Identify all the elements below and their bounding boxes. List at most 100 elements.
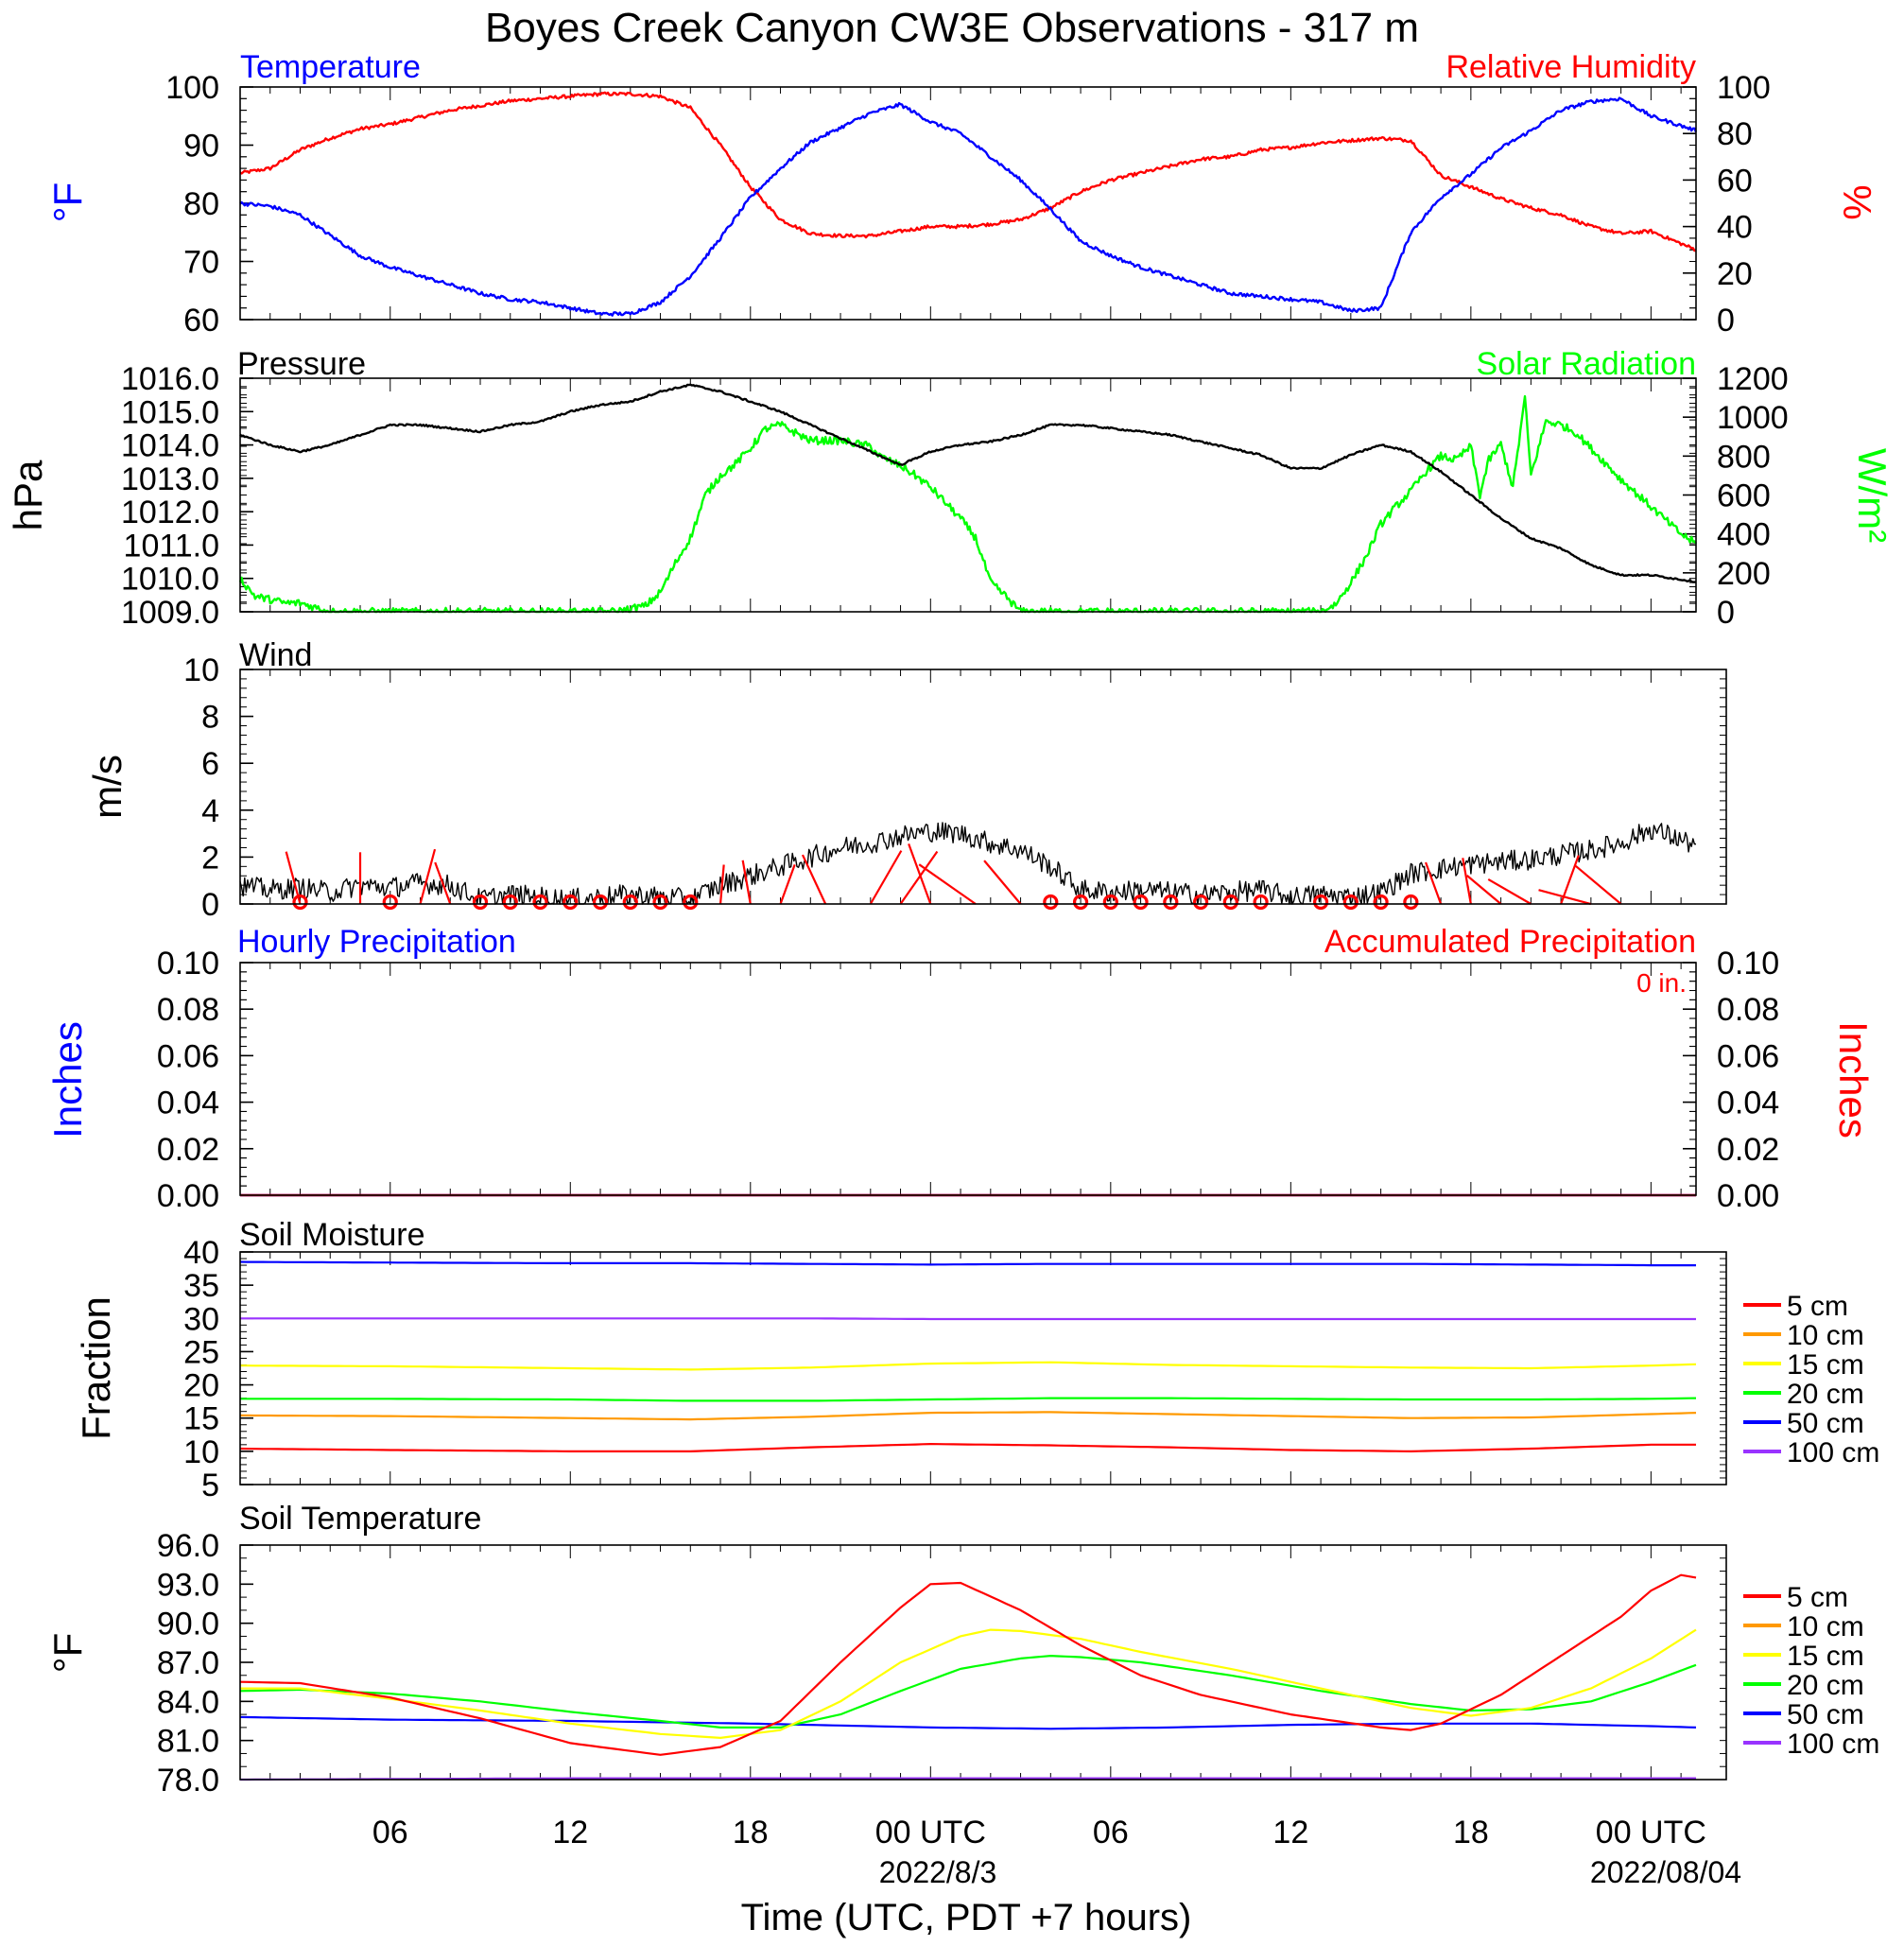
- y-tick-label: 60: [183, 303, 219, 339]
- calm-wind-marker: [502, 894, 518, 911]
- y-tick-label: 1011.0: [124, 528, 219, 564]
- calm-wind-marker: [382, 894, 398, 911]
- y-tick-label: 93.0: [157, 1567, 219, 1603]
- frame-soil-temperature: [239, 1544, 1727, 1781]
- calm-wind-marker: [1133, 894, 1149, 911]
- calm-wind-marker: [1192, 894, 1209, 911]
- accum-precip-unit: Inches: [1831, 1021, 1876, 1138]
- panel-temp-rh: Temperature Relative Humidity °F % 60 70 8…: [45, 49, 1879, 339]
- y-tick-label: 40: [183, 1235, 219, 1271]
- y-tick-label-right: 0.08: [1717, 992, 1779, 1028]
- y-tick-label: 1013.0: [121, 461, 219, 497]
- y-tick-label: 25: [183, 1334, 219, 1370]
- y-tick-label-right: 0.10: [1717, 946, 1779, 982]
- y-tick-label-right: 20: [1717, 256, 1753, 292]
- calm-wind-marker: [472, 894, 489, 911]
- y-tick-label-right: 0: [1717, 595, 1735, 631]
- y-tick-label: 6: [201, 746, 219, 782]
- y-tick-label-right: 400: [1717, 517, 1771, 553]
- series-line-50-cm: [239, 1715, 1697, 1730]
- calm-wind-marker: [292, 894, 308, 911]
- wind-barb: [1462, 858, 1472, 905]
- legend-label: 50 cm: [1787, 1699, 1864, 1730]
- calm-wind-marker: [683, 894, 699, 911]
- calm-wind-marker: [1163, 894, 1179, 911]
- wind-barb: [1487, 878, 1532, 905]
- y-tick-label: 0.10: [157, 946, 219, 982]
- x-tick-label: 12: [1272, 1815, 1308, 1850]
- hourly-precip-title: Hourly Precipitation: [237, 924, 516, 960]
- calm-wind-marker: [652, 894, 668, 911]
- calm-wind-marker: [1043, 894, 1059, 911]
- x-tick-label: 18: [733, 1815, 769, 1850]
- y-tick-label: 4: [201, 793, 219, 829]
- series-line-10-cm: [240, 1411, 1697, 1421]
- solar-unit: W/m²: [1850, 448, 1895, 543]
- calm-wind-marker: [532, 894, 548, 911]
- y-tick-label: 90.0: [157, 1607, 219, 1642]
- y-tick-label: 30: [183, 1301, 219, 1337]
- calm-wind-marker: [1373, 894, 1389, 911]
- calm-wind-marker: [592, 894, 609, 911]
- series-line-15-cm: [240, 1361, 1697, 1371]
- y-tick-label-right: 0.02: [1717, 1132, 1779, 1168]
- y-tick-label: 80: [183, 186, 219, 222]
- y-tick-label: 84.0: [157, 1684, 219, 1720]
- series-line-100-cm: [240, 1777, 1696, 1781]
- x-tick-label: 12: [552, 1815, 588, 1850]
- wind-barb: [1538, 889, 1592, 906]
- y-tick-label-right: 0: [1717, 303, 1735, 339]
- panel-precipitation: Hourly Precipitation Accumulated Precipi…: [45, 924, 1876, 1214]
- frame-temp-rh: [239, 86, 1697, 321]
- wind-barb: [918, 863, 977, 905]
- temperature-title: Temperature: [240, 49, 421, 85]
- figure-title: Boyes Creek Canyon CW3E Observations - 3…: [485, 5, 1419, 51]
- legend-label: 20 cm: [1787, 1379, 1864, 1410]
- y-tick-label: 0.04: [157, 1086, 219, 1121]
- y-tick-label: 1016.0: [121, 361, 219, 397]
- y-tick-label: 0.06: [157, 1038, 219, 1074]
- calm-wind-marker: [1312, 894, 1329, 911]
- series-line-15-cm: [240, 1628, 1697, 1739]
- wind-barb: [908, 843, 932, 905]
- soil-moisture-unit: Fraction: [74, 1296, 118, 1440]
- wind-barb: [801, 854, 827, 905]
- x-tick-label: 06: [372, 1815, 408, 1850]
- legend-label: 10 cm: [1787, 1611, 1864, 1642]
- wind-barb: [1425, 861, 1443, 905]
- y-tick-label-right: 800: [1717, 439, 1771, 475]
- wind-barb: [419, 848, 437, 905]
- calm-wind-marker: [1403, 894, 1419, 911]
- y-tick-label: 0.08: [157, 992, 219, 1028]
- frame-precipitation: [239, 962, 1697, 1196]
- y-tick-label: 5: [201, 1468, 219, 1503]
- y-tick-label: 87.0: [157, 1645, 219, 1681]
- y-tick-label: 20: [183, 1368, 219, 1404]
- y-tick-label-right: 200: [1717, 556, 1771, 592]
- calm-wind-marker: [1072, 894, 1089, 911]
- y-tick-label: 15: [183, 1401, 219, 1437]
- y-tick-label: 81.0: [157, 1724, 219, 1760]
- series-line-solar-radiation: [238, 394, 1697, 614]
- legend-label: 5 cm: [1787, 1582, 1848, 1613]
- y-tick-label: 0.00: [157, 1178, 219, 1214]
- axes-temp-rh: 60 70 80 90 100 0 20 40 60 80 100: [165, 70, 1770, 339]
- y-tick-label: 1009.0: [121, 595, 219, 631]
- time-axis: 06 12 18 00 UTC 06 12 18 00 UTC: [372, 1815, 1706, 1850]
- soil-temp-title: Soil Temperature: [239, 1501, 481, 1537]
- hourly-precip-unit: Inches: [45, 1021, 90, 1138]
- y-tick-label: 1015.0: [121, 394, 219, 430]
- y-tick-label-right: 40: [1717, 210, 1753, 246]
- calm-wind-marker: [622, 894, 638, 911]
- legend-label: 5 cm: [1787, 1291, 1848, 1322]
- y-tick-label: 1012.0: [121, 495, 219, 530]
- y-tick-label: 96.0: [157, 1528, 219, 1564]
- wind-barb: [1575, 864, 1622, 905]
- series-line-temperature: [239, 96, 1698, 317]
- y-tick-label: 10: [183, 652, 219, 688]
- y-tick-label-right: 80: [1717, 116, 1753, 152]
- pressure-title: Pressure: [237, 346, 366, 382]
